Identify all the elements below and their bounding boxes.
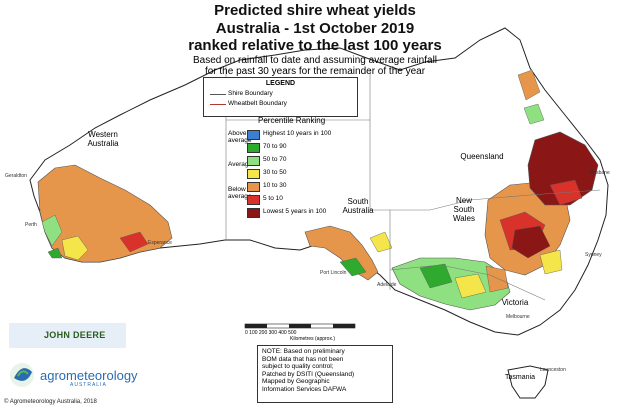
swatch-50-70 — [247, 156, 260, 166]
note-box: NOTE: Based on preliminary BOM data that… — [257, 345, 393, 403]
region-new-south-wales: New South Wales — [453, 196, 475, 223]
swatch-5-10 — [247, 195, 260, 205]
qld-nsw-border — [390, 189, 601, 211]
map-title-line1: Predicted shire wheat yields — [214, 2, 416, 19]
wa-green-patch — [41, 214, 63, 247]
map-subtitle-line2: for the past 30 years for the remainder … — [204, 66, 426, 77]
legend-wheatbelt-label: Wheatbelt Boundary — [228, 100, 287, 107]
region-tasmania: Tasmania — [505, 374, 535, 381]
note-line-1: NOTE: Based on preliminary — [262, 348, 345, 355]
town-geraldton: Geraldton — [5, 173, 27, 179]
town-perth: Perth — [25, 222, 37, 228]
pct-label-lowest: Lowest 5 years in 100 — [263, 208, 327, 215]
vic-orange — [485, 265, 509, 293]
swatch-10-30 — [247, 182, 260, 192]
swatch-lowest — [247, 208, 260, 218]
town-melbourne: Melbourne — [506, 314, 530, 320]
scale-bar — [244, 323, 356, 329]
nsw-yellow — [539, 249, 563, 275]
qld-north-green — [523, 103, 545, 125]
swatch-70-90 — [247, 143, 260, 153]
swatch-30-50 — [247, 169, 260, 179]
nsw-dark-red — [511, 225, 551, 259]
legend-shire-label: Shire Boundary — [228, 90, 273, 97]
map-subtitle-line1: Based on rainfall to date and assuming a… — [192, 55, 438, 66]
town-esperance: Esperance — [148, 240, 172, 246]
town-adelaide: Adelaide — [377, 282, 397, 288]
region-western-australia: Western Australia — [87, 130, 119, 148]
wa-red-patch — [119, 231, 149, 253]
nsw-vic-border — [389, 264, 546, 301]
sa-yellow-patch — [369, 231, 393, 253]
agrometeorology-subtext: AUSTRALIA — [70, 382, 107, 388]
town-port-lincoln: Port Lincoln — [320, 270, 347, 276]
scale-caption: Kilometres (approx.) — [290, 336, 336, 342]
map-title-line3: ranked relative to the last 100 years — [188, 37, 442, 54]
wheatbelt-boundary-line — [210, 104, 226, 105]
pct-label-70-90: 70 to 90 — [263, 143, 287, 150]
group-below-average: Below average — [228, 186, 252, 200]
copyright-text: © Agrometeorology Australia, 2018 — [4, 399, 97, 405]
wa-green-patch-2 — [47, 247, 63, 259]
pct-row-70-90: 70 to 90 — [247, 142, 287, 153]
region-queensland: Queensland — [460, 152, 504, 161]
town-launceston: Launceston — [540, 367, 566, 373]
note-line-6: Information Services DAFWA — [262, 385, 347, 393]
pct-row-30-50: 30 to 50 — [247, 168, 287, 179]
agro-logo-icon — [10, 363, 34, 387]
wa-yellow-patch — [61, 235, 89, 261]
pct-label-5-10: 5 to 10 — [263, 195, 283, 202]
town-brisbane: Brisbane — [590, 170, 610, 176]
vic-yellow — [454, 273, 487, 299]
tasmania-outline — [507, 365, 549, 399]
region-south-australia: South Australia — [342, 197, 374, 215]
note-line-5: Mapped by Geographic — [262, 378, 330, 385]
note-line-3: subject to quality control; — [262, 363, 334, 370]
pct-label-highest: Highest 10 years in 100 — [263, 130, 332, 137]
group-average: Average — [228, 161, 253, 168]
qld-north-orange — [517, 69, 541, 101]
pct-label-10-30: 10 to 30 — [263, 182, 287, 189]
john-deere-text: JOHN DEERE — [44, 330, 106, 340]
pct-row-lowest: Lowest 5 years in 100 — [247, 207, 327, 218]
pct-row-5-10: 5 to 10 — [247, 194, 283, 205]
pct-label-50-70: 50 to 70 — [263, 156, 287, 163]
group-above-average: Above average — [228, 130, 252, 144]
swatch-highest — [247, 130, 260, 140]
note-line-4: Patched by DSITI (Queensland) — [262, 370, 355, 378]
town-sydney: Sydney — [585, 252, 602, 258]
sa-east-border — [369, 120, 391, 290]
sa-green-patch — [339, 257, 367, 277]
note-line-2: BOM data that has not been — [262, 355, 344, 363]
legend-box: LEGEND Shire Boundary Wheatbelt Boundary — [203, 77, 358, 117]
john-deere-banner — [9, 323, 126, 348]
pct-row-50-70: 50 to 70 — [247, 155, 287, 166]
pct-label-30-50: 30 to 50 — [263, 169, 287, 176]
pct-row-10-30: 10 to 30 — [247, 181, 287, 192]
scale-ticks: 0 100 200 300 400 500 — [245, 330, 297, 336]
legend-title: LEGEND — [265, 80, 296, 87]
pct-row-highest: Highest 10 years in 100 — [247, 129, 332, 140]
region-victoria: Victoria — [501, 298, 529, 307]
percentile-title: Percentile Ranking — [258, 116, 326, 125]
shire-boundary-line — [210, 94, 226, 95]
agrometeorology-text: agrometeorology — [40, 368, 138, 383]
map-title-line2: Australia - 1st October 2019 — [215, 20, 415, 37]
